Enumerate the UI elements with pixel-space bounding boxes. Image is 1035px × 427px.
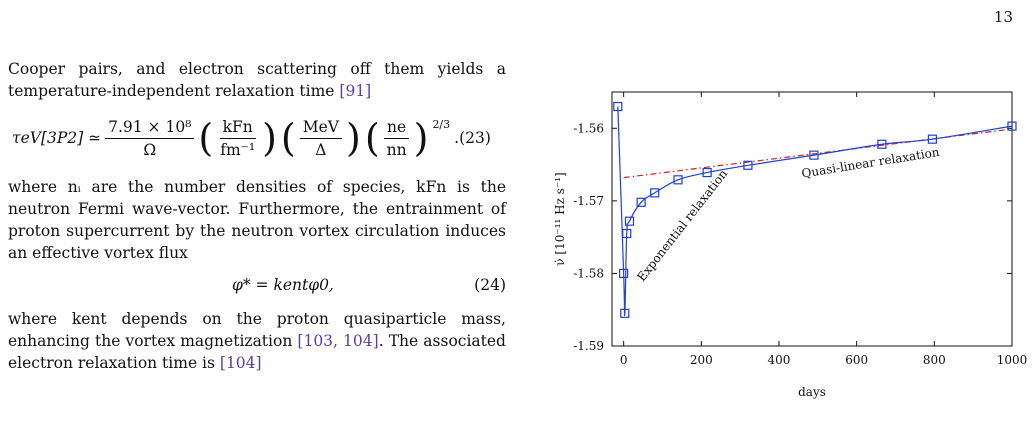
equation-24-number: (24) bbox=[474, 276, 506, 294]
eq23-kf-den: fm⁻¹ bbox=[220, 140, 256, 159]
x-tick-label: 200 bbox=[690, 353, 713, 367]
data-point-marker bbox=[624, 216, 635, 226]
citation-103-104[interactable]: [103, 104] bbox=[297, 332, 379, 350]
paragraph-3-tail: . The associated electron relaxation tim… bbox=[8, 332, 506, 372]
x-tick-label: 800 bbox=[923, 353, 946, 367]
data-point-marker bbox=[613, 101, 623, 112]
paragraph-3: where kent depends on the proton quasipa… bbox=[8, 308, 506, 374]
data-point-marker bbox=[673, 175, 683, 185]
y-tick-label: -1.56 bbox=[573, 121, 604, 135]
relaxation-chart: 0 200 400 600 800 1000 -1.56 -1.57 -1.58 -1.59 da… bbox=[553, 91, 1028, 399]
eq23-mev-fraction: MeV Δ bbox=[299, 116, 342, 161]
data-point-marker bbox=[1007, 121, 1017, 131]
eq23-ne-num: ne bbox=[384, 116, 410, 139]
x-tick-label: 600 bbox=[845, 353, 868, 367]
x-tick-label: 0 bbox=[620, 353, 628, 367]
paren-close-3: ) bbox=[413, 116, 429, 160]
eq23-kf-num: kFn bbox=[219, 116, 256, 139]
data-point-marker bbox=[877, 139, 887, 149]
eq23-lhs: τeV[3P2] ≃ bbox=[12, 129, 102, 147]
paren-close-2: ) bbox=[345, 116, 361, 160]
citation-104[interactable]: [104] bbox=[219, 354, 262, 372]
data-point-marker bbox=[619, 268, 629, 279]
page-number: 13 bbox=[993, 8, 1013, 26]
plot-frame bbox=[611, 91, 1013, 347]
data-point-marker bbox=[809, 150, 819, 160]
paren-open-2: ( bbox=[280, 116, 296, 160]
equation-23: τeV[3P2] ≃ 7.91 × 10⁸ Ω ( kFn fm⁻¹ ) ( M… bbox=[8, 110, 506, 166]
equation-23-number: .(23) bbox=[454, 129, 491, 147]
eq23-frac-num: 7.91 × 10⁸ bbox=[105, 116, 195, 139]
eq23-mev-den: Δ bbox=[315, 140, 327, 159]
x-tick-label: 400 bbox=[768, 353, 791, 367]
text-column: Cooper pairs, and electron scattering of… bbox=[8, 58, 506, 374]
data-point-marker bbox=[636, 197, 646, 207]
x-tick-label: 1000 bbox=[997, 353, 1028, 367]
eq23-frac-den: Ω bbox=[143, 140, 157, 159]
paragraph-3-text: where kent depends on the proton quasipa… bbox=[8, 310, 506, 350]
y-tick-label: -1.57 bbox=[573, 194, 604, 208]
paren-open-1: ( bbox=[198, 116, 214, 160]
y-axis-label: ν̇ [10⁻¹¹ Hz s⁻¹] bbox=[553, 172, 567, 265]
data-point-marker bbox=[622, 228, 632, 239]
equation-24: φ* = kentφ0, (24) bbox=[8, 270, 506, 300]
x-axis-label: days bbox=[798, 385, 826, 399]
paragraph-1: Cooper pairs, and electron scattering of… bbox=[8, 58, 506, 102]
paren-close-1: ) bbox=[262, 116, 277, 160]
data-point-marker bbox=[927, 134, 937, 144]
eq23-exponent: 2/3 bbox=[432, 118, 451, 131]
data-point-marker bbox=[702, 167, 712, 178]
data-series-line bbox=[617, 106, 1013, 316]
eq24-body: φ* = kentφ0, bbox=[232, 276, 334, 294]
paren-open-3: ( bbox=[364, 116, 380, 160]
eq23-ne-den: nn bbox=[386, 140, 407, 159]
eq23-fraction: 7.91 × 10⁸ Ω bbox=[105, 116, 195, 161]
citation-91[interactable]: [91] bbox=[339, 82, 372, 100]
eq23-kf-fraction: kFn fm⁻¹ bbox=[217, 116, 258, 161]
paragraph-2: where nᵢ are the number densities of spe… bbox=[8, 178, 506, 262]
data-point-marker bbox=[620, 308, 630, 318]
y-tick-label: -1.58 bbox=[573, 266, 604, 280]
paragraph-1-line-2: temperature-independent relaxation time bbox=[8, 82, 335, 100]
paragraph-1-line-1: Cooper pairs, and electron scattering of… bbox=[8, 60, 506, 78]
eq23-mev-num: MeV bbox=[299, 116, 342, 139]
y-tick-label: -1.59 bbox=[573, 339, 604, 353]
data-point-marker bbox=[743, 160, 753, 170]
eq23-ne-fraction: ne nn bbox=[384, 116, 410, 161]
annotation-quasi-linear: Quasi-linear relaxation bbox=[801, 145, 941, 181]
data-point-marker bbox=[650, 188, 660, 198]
